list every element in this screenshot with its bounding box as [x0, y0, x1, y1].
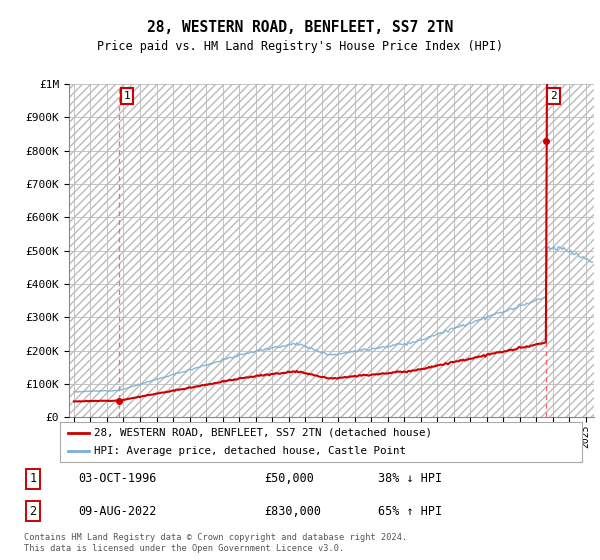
Text: 65% ↑ HPI: 65% ↑ HPI — [378, 505, 442, 517]
Text: 2: 2 — [29, 505, 37, 517]
Text: 1: 1 — [124, 91, 130, 101]
Text: £830,000: £830,000 — [264, 505, 321, 517]
Text: 1: 1 — [29, 473, 37, 486]
Text: 28, WESTERN ROAD, BENFLEET, SS7 2TN: 28, WESTERN ROAD, BENFLEET, SS7 2TN — [147, 20, 453, 35]
Text: 2: 2 — [550, 91, 557, 101]
Text: £50,000: £50,000 — [264, 473, 314, 486]
Text: Contains HM Land Registry data © Crown copyright and database right 2024.
This d: Contains HM Land Registry data © Crown c… — [24, 533, 407, 553]
Text: Price paid vs. HM Land Registry's House Price Index (HPI): Price paid vs. HM Land Registry's House … — [97, 40, 503, 53]
Text: HPI: Average price, detached house, Castle Point: HPI: Average price, detached house, Cast… — [94, 446, 406, 456]
Text: 03-OCT-1996: 03-OCT-1996 — [78, 473, 157, 486]
Text: 28, WESTERN ROAD, BENFLEET, SS7 2TN (detached house): 28, WESTERN ROAD, BENFLEET, SS7 2TN (det… — [94, 428, 432, 437]
Text: 09-AUG-2022: 09-AUG-2022 — [78, 505, 157, 517]
Text: 38% ↓ HPI: 38% ↓ HPI — [378, 473, 442, 486]
